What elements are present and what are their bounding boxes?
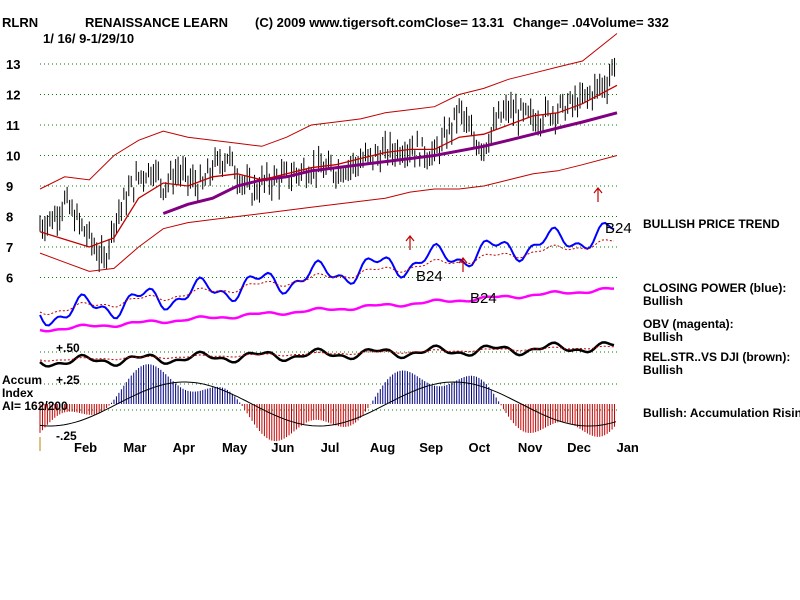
accum-minus25: -.25	[56, 429, 77, 443]
accum-status: Bullish: Accumulation Rising	[643, 406, 800, 420]
y-tick-label: 13	[6, 57, 20, 72]
symbol: RLRN	[2, 15, 38, 30]
close-value: Close= 13.31	[425, 15, 504, 30]
x-tick-label: Mar	[123, 440, 146, 455]
accum-ma-line	[39, 381, 617, 427]
x-tick-label: Oct	[469, 440, 491, 455]
signal-arrow	[593, 187, 603, 202]
accumulation-histogram	[39, 364, 617, 442]
lower-band	[39, 155, 618, 272]
x-tick-label: Aug	[370, 440, 395, 455]
accum-plus50: +.50	[56, 341, 80, 355]
company-name: RENAISSANCE LEARN	[85, 15, 228, 30]
x-tick-label: Nov	[518, 440, 543, 455]
closing-power-status: Bullish	[643, 294, 683, 308]
rel-str-status: Bullish	[643, 363, 683, 377]
obv-label: OBV (magenta):	[643, 317, 734, 331]
closing-power-line	[39, 221, 615, 327]
y-tick-label: 11	[6, 118, 20, 133]
upper-band	[39, 33, 618, 190]
y-tick-label: 10	[6, 149, 20, 164]
date-range: 1/ 16/ 9-1/29/10	[43, 31, 134, 46]
obv-line	[39, 286, 614, 333]
y-tick-label: 7	[6, 240, 13, 255]
month-axis: Feb Mar Apr May Jun Jul Aug Sep Oct Nov Dec Jan	[74, 440, 639, 455]
copyright: (C) 2009 www.tigersoft.com	[255, 15, 425, 30]
closing-power-label: CLOSING POWER (blue):	[643, 281, 786, 295]
x-tick-label: Sep	[419, 440, 443, 455]
y-tick-label: 8	[6, 210, 13, 225]
long-moving-average	[162, 111, 618, 215]
accum-title-1: Accum	[2, 373, 42, 387]
y-tick-label: 6	[6, 271, 13, 286]
signal-arrow	[405, 235, 415, 250]
signal-label: B24	[470, 290, 497, 307]
rel-strength-ma	[39, 345, 615, 362]
rel-str-label: REL.STR..VS DJI (brown):	[643, 350, 790, 364]
change-value: Change= .04	[513, 15, 591, 30]
trend-label: BULLISH PRICE TREND	[643, 217, 780, 231]
rel-strength-line	[39, 341, 615, 368]
price-lines	[39, 33, 618, 272]
x-tick-label: Jan	[616, 440, 638, 455]
x-tick-label: May	[222, 440, 248, 455]
accum-plus25: +.25	[56, 373, 80, 387]
indicator-lines	[39, 221, 615, 368]
signal-arrows	[405, 187, 603, 272]
obv-status: Bullish	[643, 330, 683, 344]
y-tick-label: 9	[6, 179, 13, 194]
x-tick-label: Jun	[271, 440, 294, 455]
x-tick-label: Jul	[321, 440, 340, 455]
closing-power-ma	[39, 239, 615, 316]
accum-title-2: Index	[2, 386, 34, 400]
volume-value: Volume= 332	[590, 15, 669, 30]
signal-arrow	[458, 257, 468, 272]
short-moving-average	[39, 84, 618, 248]
price-axis: 6 7 8 9 10 11 12 13	[6, 57, 20, 286]
x-tick-label: Dec	[567, 440, 591, 455]
y-tick-label: 12	[6, 88, 20, 103]
accum-ai: AI= 162/200	[2, 399, 68, 413]
price-bars	[39, 57, 616, 273]
signal-label: B24	[605, 220, 632, 237]
x-tick-label: Apr	[173, 440, 195, 455]
signal-label: B24	[416, 268, 443, 285]
x-tick-label: Feb	[74, 440, 97, 455]
